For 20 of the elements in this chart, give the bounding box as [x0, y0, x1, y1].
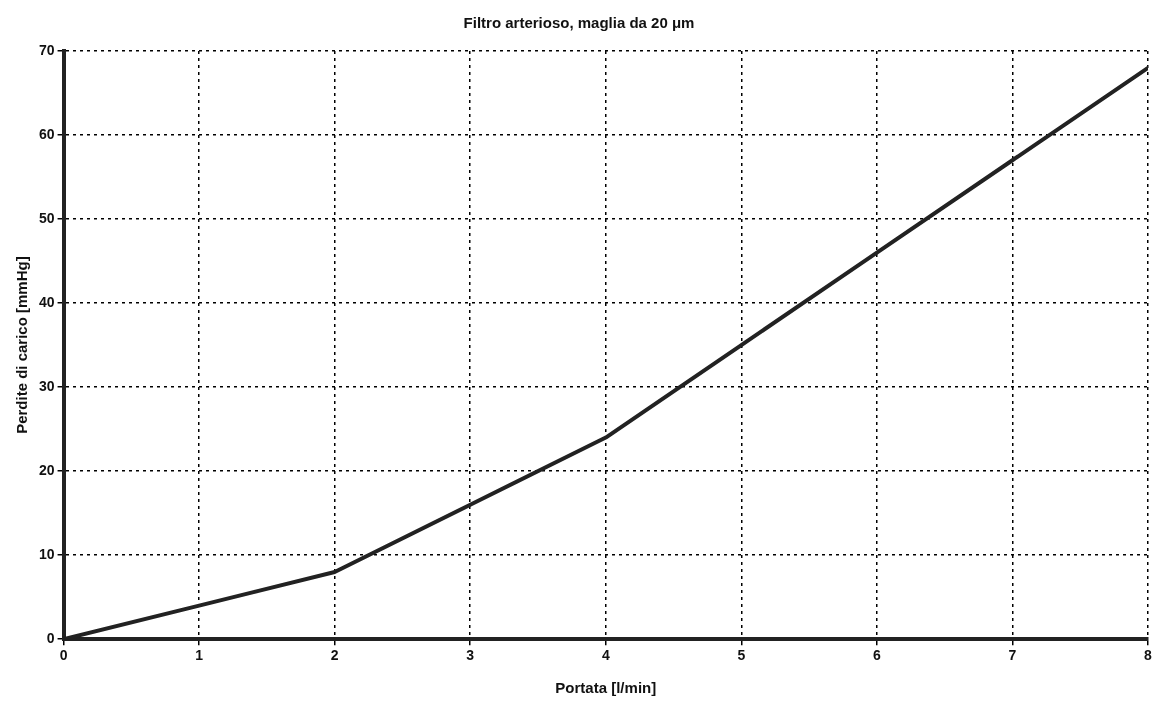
- x-tick-label: 4: [601, 647, 610, 664]
- y-tick-label: 50: [38, 209, 55, 226]
- y-axis-title: Perdite di carico [mmHg]: [13, 256, 31, 434]
- chart-title: Filtro arterioso, maglia da 20 μm: [463, 14, 695, 32]
- x-axis-title: Portata [l/min]: [555, 679, 657, 697]
- y-tick-label: 70: [38, 41, 55, 58]
- y-tick-label: 0: [46, 630, 55, 647]
- x-tick-label: 5: [737, 647, 746, 664]
- y-tick-label: 30: [38, 377, 55, 394]
- y-tick-label: 60: [38, 125, 55, 142]
- x-tick-label: 8: [1144, 647, 1153, 664]
- x-tick-label: 1: [195, 647, 204, 664]
- x-tick-label: 0: [59, 647, 68, 664]
- x-tick-label: 3: [466, 647, 475, 664]
- x-tick-label: 2: [330, 647, 339, 664]
- y-tick-label: 10: [38, 546, 55, 563]
- y-tick-label: 40: [38, 293, 55, 310]
- x-tick-label: 6: [872, 647, 881, 664]
- y-tick-label: 20: [38, 462, 55, 478]
- x-tick-label: 7: [1008, 647, 1017, 664]
